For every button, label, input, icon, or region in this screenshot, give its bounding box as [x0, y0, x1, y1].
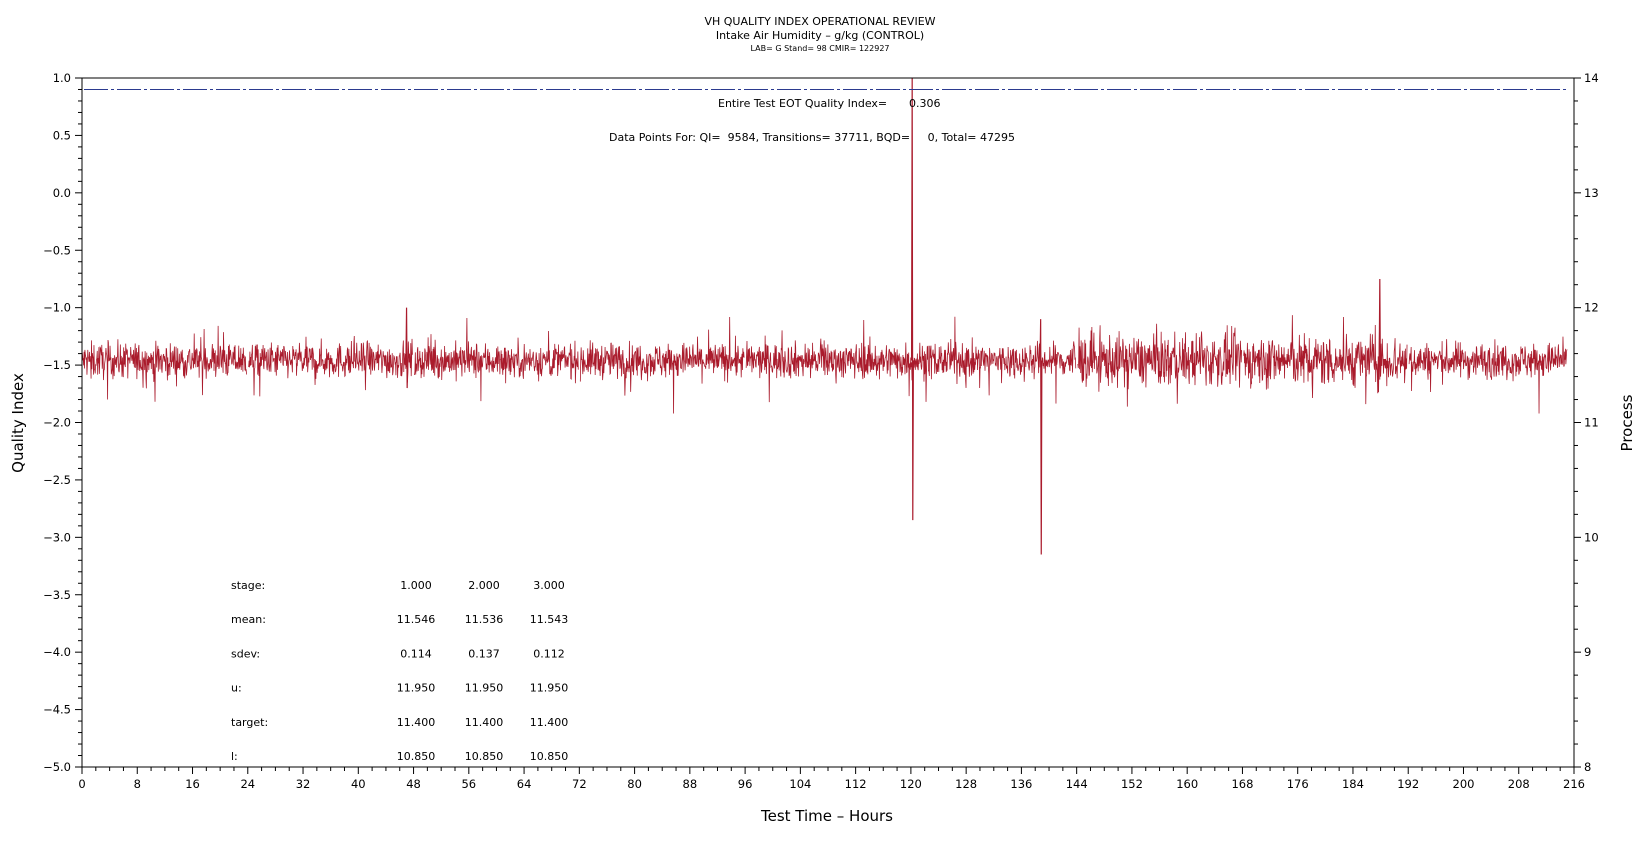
stats-cell: 11.543: [530, 613, 569, 626]
x-tick-label: 56: [461, 777, 476, 791]
y-tick-label: −4.0: [43, 645, 71, 659]
stats-row-label: l:: [231, 750, 238, 763]
x-tick-label: 24: [240, 777, 255, 791]
y-tick-label: −2.0: [43, 416, 71, 430]
chart-subtitle: Intake Air Humidity – g/kg (CONTROL): [716, 29, 924, 42]
x-tick-label: 0: [78, 777, 85, 791]
y-tick-label: 0.0: [53, 186, 71, 200]
chart-title: VH QUALITY INDEX OPERATIONAL REVIEW: [704, 15, 935, 28]
stats-cell: 11.400: [465, 716, 504, 729]
x-tick-label: 176: [1287, 777, 1309, 791]
chart-subtitle-lab: LAB= G Stand= 98 CMIR= 122927: [750, 44, 889, 53]
x-tick-label: 88: [683, 777, 698, 791]
y-tick-label: −5.0: [43, 760, 71, 774]
x-tick-label: 144: [1066, 777, 1088, 791]
x-tick-label: 8: [134, 777, 141, 791]
stats-cell: 11.546: [397, 613, 436, 626]
x-tick-label: 64: [517, 777, 532, 791]
series-layer: [81, 77, 1568, 555]
x-tick-label: 80: [627, 777, 642, 791]
stats-cell: 10.850: [465, 750, 504, 763]
stats-row-label: sdev:: [231, 647, 260, 660]
y-tick-label: −3.0: [43, 530, 71, 544]
stats-cell: 11.400: [397, 716, 436, 729]
eot-quality-value: 0.306: [909, 97, 941, 110]
x-tick-label: 216: [1563, 777, 1585, 791]
x-tick-label: 136: [1010, 777, 1032, 791]
stats-row-label: u:: [231, 682, 242, 695]
x-tick-label: 160: [1176, 777, 1198, 791]
stats-cell: 1.000: [400, 579, 432, 592]
x-tick-label: 168: [1231, 777, 1253, 791]
right-axis: 14 13 12 11 10 9 8: [1574, 71, 1599, 774]
stats-cell: 11.400: [530, 716, 569, 729]
process-series-line: [81, 315, 1568, 414]
x-tick-label: 112: [845, 777, 867, 791]
x-axis: 0 8 16 24 32 40 48 56 64 72 80 88 96 104 112 120 128 136 1…: [78, 767, 1585, 791]
stats-cell: 11.950: [465, 682, 504, 695]
x-tick-label: 200: [1453, 777, 1475, 791]
stats-row-label: mean:: [231, 613, 266, 626]
stats-cell: 0.112: [533, 647, 565, 660]
x-tick-label: 72: [572, 777, 587, 791]
stats-row-label: target:: [231, 716, 268, 729]
y-tick-label: 1.0: [53, 71, 71, 85]
x-axis-label: Test Time – Hours: [760, 807, 893, 825]
y2-tick-label: 14: [1584, 71, 1599, 85]
stats-cell: 10.850: [397, 750, 436, 763]
y-tick-label: 0.5: [53, 128, 71, 142]
stats-cell: 11.536: [465, 613, 504, 626]
x-tick-label: 104: [789, 777, 811, 791]
eot-quality-label: Entire Test EOT Quality Index=: [718, 97, 887, 110]
y2-tick-label: 13: [1584, 186, 1599, 200]
y-tick-label: −0.5: [43, 243, 71, 257]
y-tick-label: −4.5: [43, 703, 71, 717]
y2-axis-label: Process: [1618, 394, 1636, 451]
stats-cell: 10.850: [530, 750, 569, 763]
left-axis: 1.0 0.5 0.0 −0.5 −1.0 −1.5 −2.0 −2.5 −3.0 −3.5 −4.…: [43, 71, 82, 774]
y2-tick-label: 10: [1584, 530, 1599, 544]
y-tick-label: −2.5: [43, 473, 71, 487]
x-tick-label: 184: [1342, 777, 1364, 791]
stats-row-label: stage:: [231, 579, 265, 592]
x-tick-label: 48: [406, 777, 421, 791]
data-points-summary: Data Points For: QI= 9584, Transitions= …: [609, 131, 1015, 144]
y-tick-label: −1.0: [43, 301, 71, 315]
y2-tick-label: 9: [1584, 645, 1591, 659]
process-spike: [910, 77, 914, 521]
y-axis-label: Quality Index: [9, 373, 27, 473]
stats-cell: 2.000: [468, 579, 500, 592]
plot-frame: [81, 77, 1575, 768]
x-tick-label: 128: [955, 777, 977, 791]
process-spike: [1378, 278, 1382, 377]
stats-cell: 11.950: [397, 682, 436, 695]
x-tick-label: 32: [296, 777, 311, 791]
y2-tick-label: 11: [1584, 416, 1599, 430]
stats-cell: 0.137: [468, 647, 500, 660]
process-spike: [1039, 319, 1043, 555]
y2-tick-label: 12: [1584, 301, 1599, 315]
stats-cell: 0.114: [400, 647, 432, 660]
y-tick-label: −1.5: [43, 358, 71, 372]
stats-cell: 3.000: [533, 579, 565, 592]
x-tick-label: 96: [738, 777, 753, 791]
x-tick-label: 152: [1121, 777, 1143, 791]
y-tick-label: −3.5: [43, 588, 71, 602]
process-spike: [405, 307, 409, 389]
x-tick-label: 120: [900, 777, 922, 791]
x-tick-label: 40: [351, 777, 366, 791]
x-tick-label: 208: [1508, 777, 1530, 791]
x-tick-label: 192: [1397, 777, 1419, 791]
x-tick-label: 16: [185, 777, 200, 791]
y2-tick-label: 8: [1584, 760, 1591, 774]
stats-table: stage: 1.000 2.000 3.000 mean: 11.546 11.536 11…: [231, 579, 568, 763]
stats-cell: 11.950: [530, 682, 569, 695]
